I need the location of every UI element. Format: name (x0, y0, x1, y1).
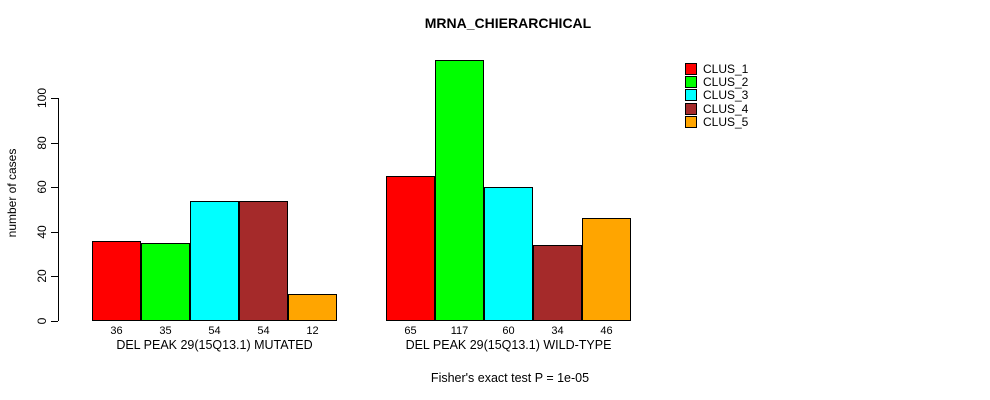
bar-value-label: 54 (208, 325, 221, 337)
legend-label: CLUS_3 (703, 88, 749, 103)
legend-swatch-icon (685, 89, 697, 102)
y-axis-tick (51, 98, 58, 99)
bar-clus_2-group1 (141, 243, 190, 321)
y-axis-label: number of cases (5, 148, 19, 238)
legend-label: CLUS_5 (703, 115, 749, 130)
chart-title: MRNA_CHIERARCHICAL (424, 15, 592, 31)
y-axis-tick (51, 276, 58, 278)
y-axis-tick (51, 187, 58, 189)
y-axis-tick-label: 20 (35, 269, 49, 284)
bar-clus_3-group2 (484, 187, 533, 321)
legend-swatch-icon (685, 102, 697, 115)
legend-swatch-icon (685, 116, 697, 129)
x-group-label: DEL PEAK 29(15Q13.1) MUTATED (116, 338, 313, 352)
y-axis-tick (51, 231, 58, 233)
legend-label: CLUS_1 (703, 61, 749, 76)
bar-clus_3-group1 (190, 201, 239, 321)
bar-value-label: 54 (257, 325, 270, 337)
y-axis-tick-label: 100 (35, 87, 49, 109)
bar-clus_2-group2 (435, 60, 484, 321)
bar-clus_1-group2 (386, 176, 435, 321)
footer-annotation: Fisher's exact test P = 1e-05 (430, 371, 590, 385)
bar-value-label: 46 (600, 325, 613, 337)
y-axis-tick (51, 321, 58, 322)
bar-value-label: 34 (551, 325, 564, 337)
legend-item-clus_2: CLUS_2 (685, 75, 749, 90)
bar-value-label: 12 (306, 325, 319, 337)
bar-clus_4-group2 (533, 245, 582, 321)
legend-swatch-icon (685, 76, 697, 89)
y-axis-line (58, 98, 59, 321)
y-axis-tick-label: 60 (35, 180, 49, 194)
bar-clus_1-group1 (92, 241, 141, 321)
x-group-label: DEL PEAK 29(15Q13.1) WILD-TYPE (405, 338, 612, 352)
bar-value-label: 65 (404, 325, 417, 337)
legend-swatch-icon (685, 62, 697, 75)
legend-item-clus_3: CLUS_3 (685, 88, 749, 103)
legend: CLUS_1 CLUS_2 CLUS_3 CLUS_4 CLUS_5 (685, 62, 748, 129)
legend-item-clus_4: CLUS_4 (685, 101, 749, 116)
bar-clus_5-group1 (288, 294, 337, 321)
bar-value-label: 36 (110, 325, 123, 337)
legend-label: CLUS_4 (703, 101, 749, 116)
y-axis-tick (51, 142, 58, 144)
bar-value-label: 60 (502, 325, 515, 337)
legend-item-clus_5: CLUS_5 (685, 115, 749, 130)
bar-value-label: 35 (159, 325, 172, 337)
legend-item-clus_1: CLUS_1 (685, 61, 749, 76)
bar-value-label: 117 (450, 325, 469, 337)
y-axis-tick-label: 40 (35, 225, 49, 239)
y-axis-tick-label: 0 (35, 317, 49, 325)
bar-clus_5-group2 (582, 218, 631, 321)
y-axis-tick-label: 80 (35, 135, 49, 150)
bar-clus_4-group1 (239, 201, 288, 321)
legend-label: CLUS_2 (703, 75, 749, 90)
